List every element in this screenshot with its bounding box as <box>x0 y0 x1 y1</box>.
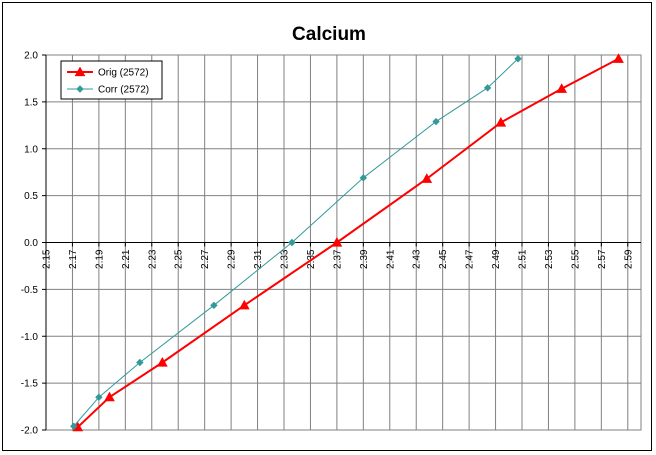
x-tick-label: 2.25 <box>174 249 185 269</box>
data-point <box>157 356 168 367</box>
data-point <box>70 422 78 430</box>
series-0 <box>72 53 624 432</box>
x-tick-label: 2.55 <box>570 249 581 269</box>
x-tick-label: 2.43 <box>412 249 423 269</box>
y-tick-label: -2.0 <box>21 426 39 437</box>
x-tick-label: 2.57 <box>597 249 608 269</box>
x-tick-label: 2.53 <box>544 249 555 269</box>
y-tick-label: 0.0 <box>24 238 38 249</box>
legend-swatch-marker <box>74 66 86 77</box>
legend: Orig (2572) Corr (2572) <box>60 60 163 100</box>
data-point <box>613 53 624 63</box>
chart-title: Calcium <box>292 24 366 45</box>
x-tick-label: 2.21 <box>121 249 132 269</box>
x-tick-label: 2.29 <box>227 249 238 269</box>
y-tick-label: 2.0 <box>24 51 38 62</box>
y-tick-label: -1.0 <box>21 332 39 343</box>
y-tick-label: 1.5 <box>24 97 38 108</box>
x-tick-label: 2.51 <box>518 249 529 269</box>
data-point <box>514 55 522 63</box>
data-point <box>495 116 507 127</box>
data-point <box>210 301 218 310</box>
x-tick-label: 2.23 <box>147 249 158 269</box>
x-tick-label: 2.37 <box>332 249 343 269</box>
chart-frame: Calcium 2.15 2.17 2.19 2.21 2.23 2.25 2.27 2.29… <box>2 2 652 451</box>
x-tick-label: 2.39 <box>359 249 370 269</box>
data-point <box>95 393 103 401</box>
chart-svg: Calcium 2.15 2.17 2.19 2.21 2.23 2.25 2.27 2.29… <box>21 24 642 437</box>
legend-box <box>60 60 163 100</box>
data-point <box>331 236 343 247</box>
data-point <box>238 299 250 310</box>
y-tick-label: -0.5 <box>21 285 39 296</box>
x-tick-labels: 2.15 2.17 2.19 2.21 2.23 2.25 2.27 2.29 2.31 2.33… <box>42 249 635 269</box>
data-point <box>432 117 440 126</box>
data-point <box>359 174 368 182</box>
x-tick-label: 2.49 <box>491 249 502 269</box>
x-tick-label: 2.27 <box>200 249 211 269</box>
x-tick-label: 2.45 <box>438 249 449 269</box>
data-point <box>483 84 492 92</box>
legend-label: Orig (2572) <box>98 68 149 79</box>
series-layer <box>70 53 624 432</box>
legend-label: Corr (2572) <box>98 85 149 96</box>
data-point <box>288 238 296 247</box>
y-tick-labels: 2.0 1.5 1.0 0.5 0.0 -0.5 -1.0 -1.5 -2.0 <box>21 51 39 437</box>
x-tick-label: 2.15 <box>42 249 53 269</box>
y-tick-label: 1.0 <box>24 144 38 155</box>
x-tick-label: 2.59 <box>623 249 634 269</box>
data-point <box>556 83 568 93</box>
legend-swatch-marker <box>76 85 84 93</box>
x-tick-label: 2.47 <box>465 249 476 269</box>
x-tick-label: 2.31 <box>253 249 264 269</box>
x-tick-label: 2.17 <box>68 249 79 269</box>
y-tick-label: -1.5 <box>21 379 39 390</box>
data-point <box>421 173 433 183</box>
x-tick-label: 2.41 <box>385 249 396 269</box>
x-tick-label: 2.19 <box>94 249 105 269</box>
series-1 <box>70 55 522 430</box>
data-point <box>104 391 115 402</box>
x-tick-label: 2.33 <box>280 249 291 269</box>
data-point <box>136 358 144 367</box>
y-tick-label: 0.5 <box>24 191 38 202</box>
